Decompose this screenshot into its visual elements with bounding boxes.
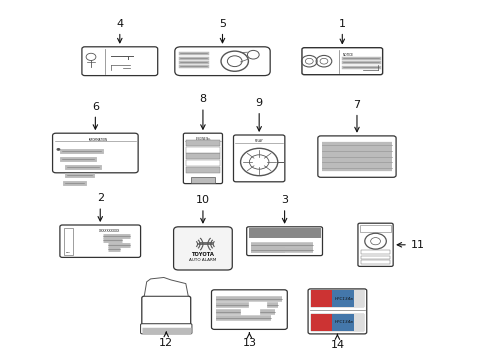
FancyBboxPatch shape xyxy=(353,290,364,307)
Text: HFC134a: HFC134a xyxy=(335,297,353,301)
Text: TOYOTA: TOYOTA xyxy=(191,252,214,257)
Text: 2: 2 xyxy=(97,193,103,221)
FancyBboxPatch shape xyxy=(191,177,214,183)
FancyBboxPatch shape xyxy=(81,47,157,76)
Text: 10: 10 xyxy=(196,195,209,223)
FancyBboxPatch shape xyxy=(301,48,382,75)
Text: RELAY: RELAY xyxy=(254,139,263,143)
Text: 6: 6 xyxy=(92,102,99,129)
FancyBboxPatch shape xyxy=(342,290,353,307)
FancyBboxPatch shape xyxy=(185,160,220,166)
FancyBboxPatch shape xyxy=(353,314,364,331)
FancyBboxPatch shape xyxy=(331,290,342,307)
Text: NOTICE: NOTICE xyxy=(342,53,353,57)
FancyBboxPatch shape xyxy=(64,228,73,255)
Text: 5: 5 xyxy=(219,19,225,43)
FancyBboxPatch shape xyxy=(360,250,389,254)
FancyBboxPatch shape xyxy=(310,290,364,307)
Text: XXXXXXXXXX: XXXXXXXXXX xyxy=(99,229,121,233)
Text: OBD: OBD xyxy=(66,252,71,253)
Text: 3: 3 xyxy=(281,195,287,223)
FancyBboxPatch shape xyxy=(360,260,389,264)
FancyBboxPatch shape xyxy=(175,47,269,76)
Text: 11: 11 xyxy=(396,240,424,250)
FancyBboxPatch shape xyxy=(248,228,320,238)
FancyBboxPatch shape xyxy=(246,227,322,256)
Text: 1: 1 xyxy=(338,19,345,44)
FancyBboxPatch shape xyxy=(142,296,190,325)
Text: 8: 8 xyxy=(199,94,206,129)
FancyBboxPatch shape xyxy=(141,324,192,334)
Text: INFORMATION: INFORMATION xyxy=(88,138,107,141)
FancyBboxPatch shape xyxy=(211,290,287,329)
FancyBboxPatch shape xyxy=(321,290,331,307)
Text: 14: 14 xyxy=(330,334,344,350)
FancyBboxPatch shape xyxy=(310,314,364,331)
FancyBboxPatch shape xyxy=(185,153,220,159)
FancyBboxPatch shape xyxy=(173,227,232,270)
FancyBboxPatch shape xyxy=(331,314,342,331)
Text: 7: 7 xyxy=(353,100,360,132)
FancyBboxPatch shape xyxy=(53,133,138,173)
Text: 12: 12 xyxy=(159,332,173,348)
Text: ENGINE No.: ENGINE No. xyxy=(195,137,210,141)
Text: HFC134a: HFC134a xyxy=(335,320,353,324)
Circle shape xyxy=(57,148,61,151)
Text: 9: 9 xyxy=(255,98,262,131)
FancyBboxPatch shape xyxy=(310,314,321,331)
FancyBboxPatch shape xyxy=(310,290,321,307)
Text: 4: 4 xyxy=(116,19,123,43)
FancyBboxPatch shape xyxy=(317,136,395,177)
FancyBboxPatch shape xyxy=(360,256,389,259)
FancyBboxPatch shape xyxy=(321,314,331,331)
FancyBboxPatch shape xyxy=(183,133,222,184)
FancyBboxPatch shape xyxy=(60,225,141,257)
FancyBboxPatch shape xyxy=(185,140,220,146)
FancyBboxPatch shape xyxy=(357,223,392,266)
FancyBboxPatch shape xyxy=(185,147,220,153)
FancyBboxPatch shape xyxy=(233,135,284,182)
FancyBboxPatch shape xyxy=(342,314,353,331)
Text: 13: 13 xyxy=(242,333,256,348)
FancyBboxPatch shape xyxy=(307,289,366,334)
FancyBboxPatch shape xyxy=(360,225,390,232)
Polygon shape xyxy=(144,278,188,296)
FancyBboxPatch shape xyxy=(185,167,220,173)
Text: AUTO ALARM: AUTO ALARM xyxy=(189,258,216,262)
